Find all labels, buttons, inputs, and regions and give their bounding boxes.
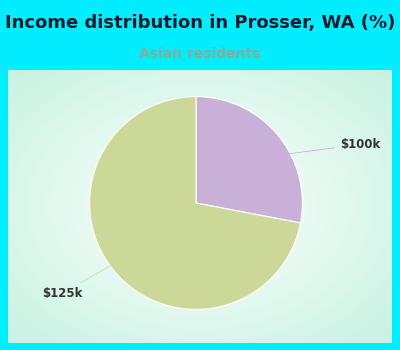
Text: Asian residents: Asian residents (139, 47, 261, 61)
Text: Income distribution in Prosser, WA (%): Income distribution in Prosser, WA (%) (5, 14, 395, 32)
Text: $125k: $125k (42, 248, 140, 300)
Text: $100k: $100k (252, 138, 380, 159)
Wedge shape (196, 97, 302, 223)
Wedge shape (90, 97, 300, 309)
